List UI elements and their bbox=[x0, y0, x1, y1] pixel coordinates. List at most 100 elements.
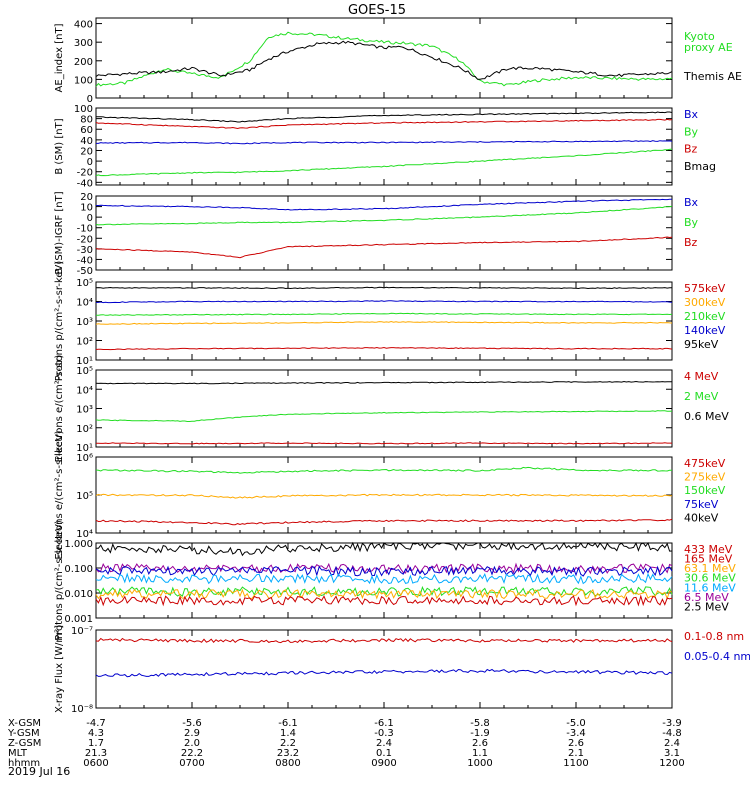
panel-frame bbox=[95, 369, 673, 448]
y-axis-label: AE_index [nT] bbox=[54, 23, 65, 92]
panel-electrons_diff: 10⁴ 10⁵ 10⁶ Electrons e/(cm²-s-sr-keV) 475ke… bbox=[54, 430, 726, 559]
ephemeris-value: -4.8 bbox=[662, 728, 682, 739]
series-line-475kev bbox=[95, 466, 673, 474]
y-tick-label: 0.001 bbox=[64, 614, 93, 625]
series-line-bx bbox=[96, 198, 673, 211]
panel-xray: 10⁻⁸ 10⁻⁷ X-ray Flux [W/m²] 0.1-0.8 nm 0.05-… bbox=[54, 625, 750, 715]
ephemeris-value: -5.0 bbox=[566, 718, 586, 729]
series-line-bz bbox=[95, 236, 673, 259]
legend-label: 11.6 MeV bbox=[684, 581, 736, 594]
legend-label: 300keV bbox=[684, 296, 726, 309]
series-line-2-mev bbox=[95, 410, 673, 422]
y-tick-label: 40 bbox=[80, 136, 93, 147]
ephemeris-value: 22.2 bbox=[181, 748, 203, 759]
ephemeris-value: 1.7 bbox=[88, 738, 104, 749]
ephemeris-value: -5.6 bbox=[182, 718, 202, 729]
y-tick-label: 80 bbox=[80, 115, 93, 126]
legend-label: 4 MeV bbox=[684, 370, 719, 383]
y-tick-label: 0 bbox=[87, 94, 93, 105]
y-tick-label: 10⁻⁷ bbox=[71, 626, 93, 637]
series-line-575kev bbox=[95, 286, 673, 290]
legend-label: By bbox=[684, 125, 699, 138]
ephemeris-value: 2.4 bbox=[664, 738, 680, 749]
series-line-165-mev bbox=[95, 594, 673, 607]
y-tick-label: 20 bbox=[80, 192, 93, 203]
y-tick-label: 300 bbox=[74, 38, 93, 49]
y-axis-label: B (SM)-IGRF [nT] bbox=[54, 191, 65, 274]
series-line-210kev bbox=[95, 312, 673, 316]
legend-label: 575keV bbox=[684, 282, 726, 295]
y-tick-label: 1.000 bbox=[64, 539, 93, 550]
legend-label: 475keV bbox=[684, 457, 726, 470]
series-line-11-6-mev bbox=[95, 572, 673, 585]
y-tick-label: -20 bbox=[77, 168, 93, 179]
figure-title: GOES-15 bbox=[348, 3, 406, 18]
legend-label: 140keV bbox=[684, 324, 726, 337]
y-tick-label: -40 bbox=[77, 178, 93, 189]
ephemeris-row-label: MLT bbox=[8, 748, 28, 759]
legend-label: 210keV bbox=[684, 310, 726, 323]
y-axis-label: Protons p/(cm²-s-sr-keV) bbox=[54, 261, 65, 382]
legend-label: 75keV bbox=[684, 498, 719, 511]
ephemeris-value: 3.1 bbox=[664, 748, 680, 759]
ephemeris-value: 4.3 bbox=[88, 728, 104, 739]
y-axis-label: X-ray Flux [W/m²] bbox=[54, 625, 65, 713]
legend-label: 150keV bbox=[684, 484, 726, 497]
series-line-0-1-0-8-nm bbox=[95, 637, 673, 644]
panel-frame bbox=[95, 542, 673, 619]
y-tick-label: 0.010 bbox=[64, 589, 93, 600]
y-tick-label: 20 bbox=[80, 146, 93, 157]
legend-label: 0.1-0.8 nm bbox=[684, 630, 744, 643]
legend-label: Bz bbox=[684, 236, 698, 249]
ephemeris-value: 1100 bbox=[563, 758, 588, 769]
ephemeris-value: 2.1 bbox=[568, 748, 584, 759]
y-tick-label: 0 bbox=[87, 157, 93, 168]
series-line-2-5-mev bbox=[95, 585, 673, 598]
y-tick-label: 10³ bbox=[76, 405, 93, 416]
legend-label: Bx bbox=[684, 196, 699, 209]
ephemeris-value: -4.7 bbox=[86, 718, 106, 729]
legend-label: Bmag bbox=[684, 160, 716, 173]
y-tick-label: 10⁴ bbox=[76, 529, 93, 540]
y-tick-label: 10⁴ bbox=[76, 298, 93, 309]
y-tick-label: -40 bbox=[77, 255, 93, 266]
series-line-4-mev bbox=[96, 442, 672, 445]
legend-label: By bbox=[684, 216, 699, 229]
y-tick-label: 10⁵ bbox=[76, 278, 93, 289]
panel-electrons_int: 10¹ 10² 10³ 10⁴ 10⁵ Electrons e/(cm²-s-sr) 4 M… bbox=[54, 355, 729, 463]
ephemeris-value: -1.9 bbox=[470, 728, 490, 739]
legend-label: 0.05-0.4 nm bbox=[684, 650, 750, 663]
panel-frame bbox=[95, 17, 673, 99]
ephemeris-value: 2.2 bbox=[280, 738, 296, 749]
y-tick-label: 100 bbox=[74, 104, 93, 115]
ephemeris-row-label: hhmm bbox=[8, 758, 40, 769]
series-line-150kev bbox=[95, 518, 673, 526]
y-tick-label: -10 bbox=[77, 224, 93, 235]
series-line-bz bbox=[95, 118, 673, 130]
legend-label: proxy AE bbox=[684, 41, 733, 54]
ephemeris-value: 0600 bbox=[83, 758, 108, 769]
ephemeris-value: -6.1 bbox=[278, 718, 298, 729]
y-tick-label: 60 bbox=[80, 125, 93, 136]
legend-label: Bz bbox=[684, 143, 698, 156]
y-axis-label: Protons p/(cm²-s-sr-keV) bbox=[54, 520, 65, 641]
legend-label: 165 MeV bbox=[684, 553, 733, 566]
ephemeris-value: 2.9 bbox=[184, 728, 200, 739]
ephemeris-value: -3.4 bbox=[566, 728, 586, 739]
ephemeris-value: 0.1 bbox=[376, 748, 392, 759]
ephemeris-value: 2.4 bbox=[376, 738, 392, 749]
y-axis-label: B (SM) [nT] bbox=[54, 118, 65, 174]
ephemeris-row-label: X-GSM bbox=[8, 718, 41, 729]
y-tick-label: -50 bbox=[77, 266, 93, 277]
series-line-0-05-0-4-nm bbox=[95, 668, 673, 678]
ephemeris-row-label: Z-GSM bbox=[8, 738, 41, 749]
y-tick-label: 10⁵ bbox=[76, 491, 93, 502]
y-tick-label: 10 bbox=[80, 203, 93, 214]
series-line-433-mev bbox=[96, 541, 673, 557]
ephemeris-value: 21.3 bbox=[85, 748, 107, 759]
y-tick-label: 100 bbox=[74, 75, 93, 86]
